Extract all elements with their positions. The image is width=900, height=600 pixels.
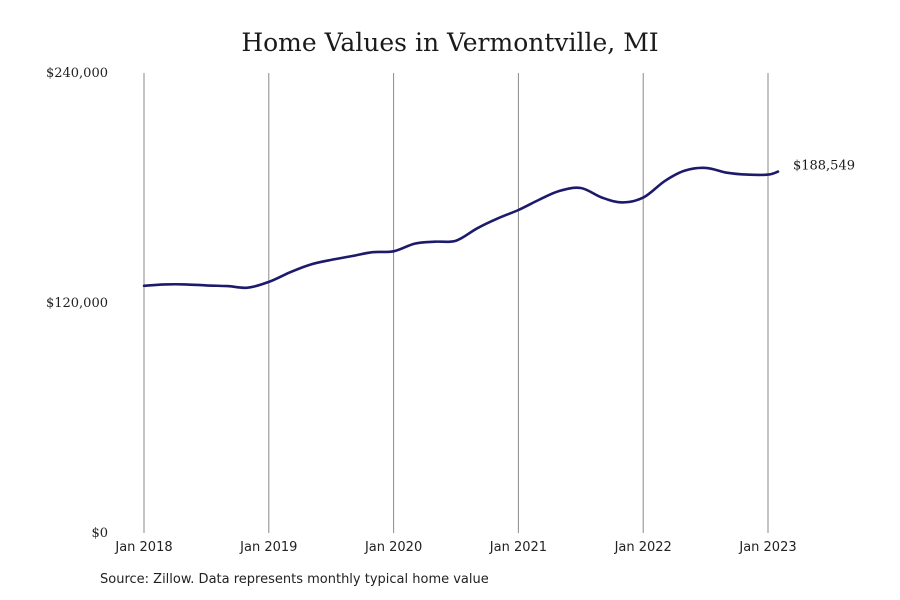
y-tick-label: $240,000 (46, 66, 108, 81)
x-tick-label: Jan 2022 (614, 540, 672, 555)
source-note: Source: Zillow. Data represents monthly … (100, 572, 489, 587)
x-axis: Jan 2018 Jan 2019 Jan 2020 Jan 2021 Jan 2022… (114, 540, 796, 555)
x-tick-label: Jan 2019 (239, 540, 297, 555)
y-tick-label: $0 (91, 526, 108, 541)
end-value-label: $188,549 (793, 159, 855, 174)
x-tick-label: Jan 2018 (114, 540, 172, 555)
y-axis: $0 $120,000 $240,000 (46, 66, 108, 541)
series-group: $188,549 (142, 159, 855, 290)
chart-title: Home Values in Vermontville, MI (241, 28, 659, 57)
gridlines (143, 73, 769, 533)
x-tick-label: Jan 2020 (364, 540, 422, 555)
y-tick-label: $120,000 (46, 296, 108, 311)
x-tick-label: Jan 2023 (738, 540, 796, 555)
x-tick-label: Jan 2021 (489, 540, 547, 555)
series-line (142, 166, 780, 290)
